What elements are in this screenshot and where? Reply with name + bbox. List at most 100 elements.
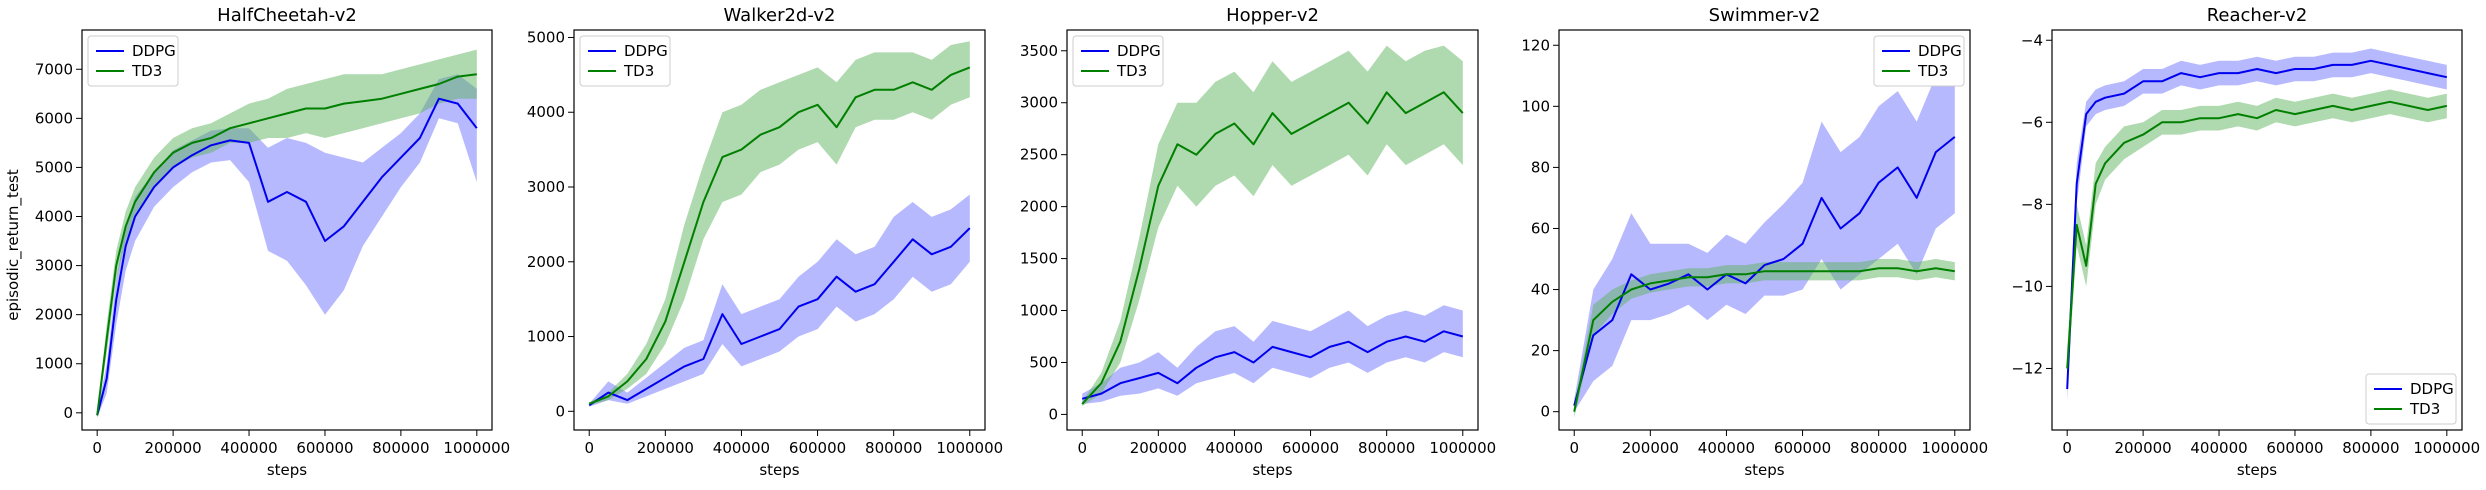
y-tick-label: 6000: [35, 109, 73, 127]
y-tick-label: 0: [1048, 405, 1058, 423]
legend-box: [1873, 35, 1965, 87]
x-axis-label: steps: [267, 461, 307, 479]
confidence-band-td3: [1574, 259, 1955, 418]
y-tick-label: 3000: [1020, 94, 1058, 112]
x-tick-label: 800000: [1358, 439, 1415, 457]
x-tick-label: 0: [584, 439, 594, 457]
y-tick-label: 40: [1531, 281, 1550, 299]
confidence-band-td3: [97, 49, 477, 418]
x-axis-label: steps: [759, 461, 799, 479]
y-tick-label: 60: [1531, 219, 1550, 237]
y-tick-label: −8: [2021, 195, 2043, 213]
y-tick-label: 5000: [35, 158, 73, 176]
series-line-ddpg: [1573, 136, 1956, 406]
x-tick-label: 800000: [372, 439, 429, 457]
y-tick-label: 3500: [1020, 42, 1058, 60]
y-tick-label: −10: [2011, 277, 2043, 295]
plot-frame: [1066, 29, 1479, 431]
x-tick-label: 600000: [1774, 439, 1831, 457]
confidence-band-ddpg: [1574, 75, 1955, 412]
legend: DDPG TD3: [579, 35, 671, 87]
series-line-ddpg: [588, 227, 971, 407]
chart-panel-1: 0 200000 400000 600000 800000 1000000 0 1000 200…: [35, 5, 510, 479]
x-tick-label: 400000: [220, 439, 277, 457]
y-tick-label: 1000: [35, 355, 73, 373]
legend-box: [579, 35, 671, 87]
y-tick-label: 3000: [35, 257, 73, 275]
legend-label-td3: TD3: [131, 62, 162, 80]
y-tick-label: 100: [1521, 97, 1550, 115]
panel-title: Hopper-v2: [1226, 5, 1319, 26]
x-tick-label: 200000: [144, 439, 201, 457]
y-tick-label: 2000: [35, 306, 73, 324]
x-axis-label: steps: [2237, 461, 2277, 479]
y-tick-label: 2500: [1020, 146, 1058, 164]
plot-frame: [573, 29, 986, 431]
chart-panel-5: 0 200000 400000 600000 800000 1000000 −12 −10 −8…: [2011, 5, 2480, 479]
x-tick-label: 0: [92, 439, 102, 457]
confidence-band-ddpg: [589, 194, 970, 407]
confidence-band-ddpg: [97, 74, 477, 418]
legend-label-ddpg: DDPG: [624, 42, 668, 60]
legend: DDPG TD3: [87, 35, 179, 87]
y-tick-label: 1500: [1020, 250, 1058, 268]
legend-label-ddpg: DDPG: [132, 42, 176, 60]
legend-label-ddpg: DDPG: [1117, 42, 1161, 60]
series-line-ddpg: [1081, 330, 1464, 400]
x-tick-label: 800000: [2342, 439, 2399, 457]
series-line-ddpg: [96, 97, 478, 416]
x-tick-label: 600000: [1282, 439, 1339, 457]
x-tick-label: 400000: [713, 439, 770, 457]
y-tick-label: 2000: [527, 253, 565, 271]
plot-frame: [81, 29, 493, 431]
legend-box: [1072, 35, 1164, 87]
x-tick-label: 0: [1077, 439, 1087, 457]
legend: DDPG TD3: [2365, 373, 2457, 425]
legend-label-td3: TD3: [1917, 62, 1948, 80]
series-line-td3: [1573, 267, 1955, 412]
x-tick-label: 1000000: [1921, 439, 1988, 457]
y-tick-label: 4000: [527, 103, 565, 121]
y-tick-label: 0: [63, 404, 73, 422]
x-tick-label: 1000000: [2413, 439, 2480, 457]
plot-frame: [2051, 29, 2463, 431]
x-tick-label: 1000000: [443, 439, 510, 457]
plot-frame: [1558, 29, 1971, 431]
legend-label-td3: TD3: [623, 62, 654, 80]
series-line-td3: [96, 73, 477, 416]
legend-label-ddpg: DDPG: [1918, 42, 1962, 60]
x-tick-label: 400000: [1698, 439, 1755, 457]
panel-title: Walker2d-v2: [724, 5, 836, 26]
confidence-band-td3: [589, 41, 970, 406]
y-tick-label: −4: [2021, 31, 2043, 49]
y-tick-label: 4000: [35, 208, 73, 226]
y-tick-label: −12: [2011, 359, 2043, 377]
x-tick-label: 600000: [2266, 439, 2323, 457]
confidence-band-ddpg: [1082, 305, 1463, 404]
y-tick-label: 3000: [527, 178, 565, 196]
y-tick-label: 80: [1531, 158, 1550, 176]
x-tick-label: 200000: [637, 439, 694, 457]
y-tick-label: 20: [1531, 342, 1550, 360]
y-tick-label: −6: [2021, 113, 2043, 131]
y-tick-label: 7000: [35, 60, 73, 78]
y-tick-label: 0: [555, 402, 565, 420]
y-tick-label: 2000: [1020, 198, 1058, 216]
y-tick-label: 120: [1521, 36, 1550, 54]
legend-label-ddpg: DDPG: [2410, 380, 2454, 398]
y-axis-label: episodic_return_test: [4, 169, 23, 321]
x-tick-label: 200000: [1622, 439, 1679, 457]
x-tick-label: 800000: [1850, 439, 1907, 457]
x-tick-label: 200000: [2114, 439, 2171, 457]
legend: DDPG TD3: [1072, 35, 1164, 87]
legend-box: [2365, 373, 2457, 425]
panel-title: HalfCheetah-v2: [217, 5, 357, 26]
x-tick-label: 0: [1569, 439, 1579, 457]
legend-label-td3: TD3: [1116, 62, 1147, 80]
panel-title: Reacher-v2: [2207, 5, 2308, 26]
x-axis-label: steps: [1744, 461, 1784, 479]
x-tick-label: 600000: [789, 439, 846, 457]
x-tick-label: 1000000: [936, 439, 1003, 457]
chart-panel-3: 0 200000 400000 600000 800000 1000000 0 500 1000…: [1020, 5, 1496, 479]
